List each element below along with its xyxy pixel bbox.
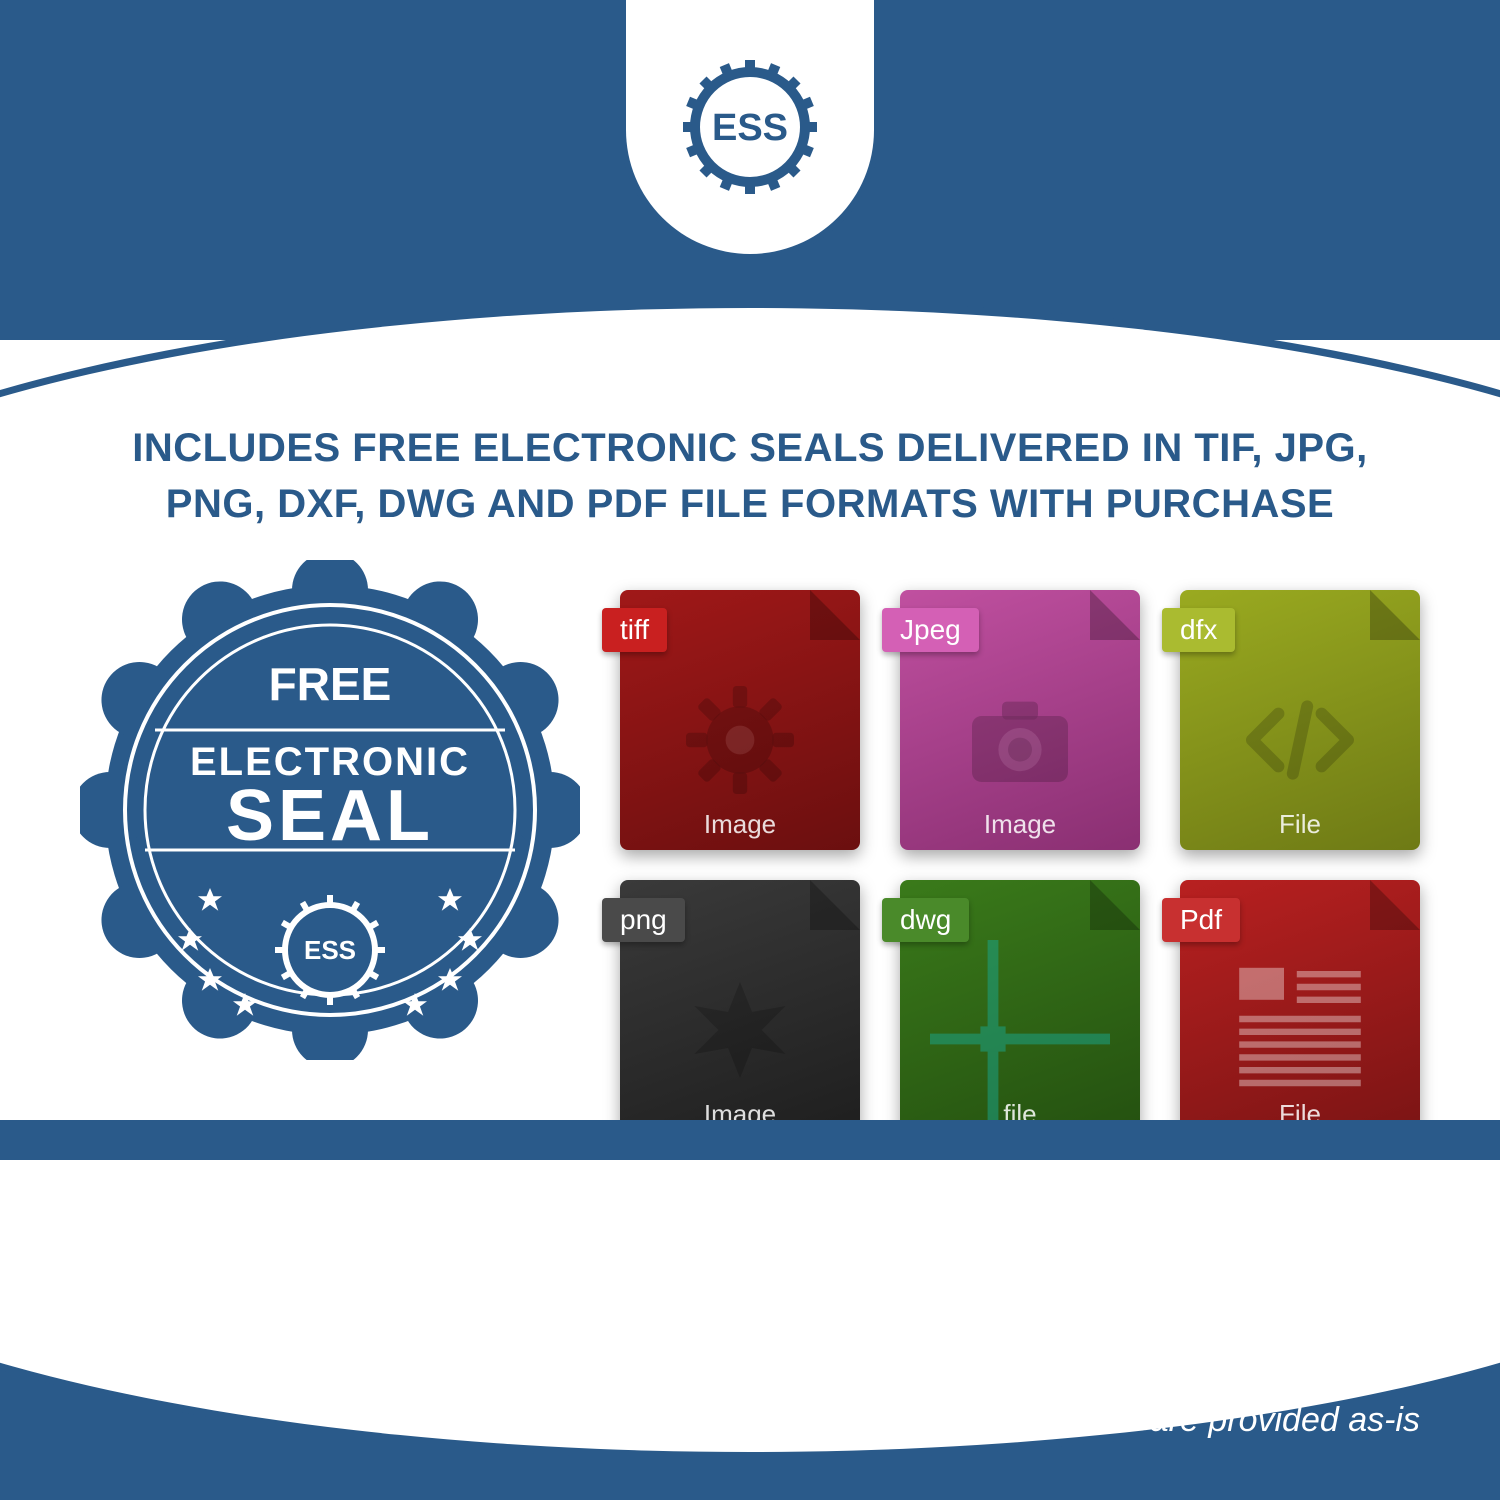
logo-shield: ESS — [620, 0, 880, 260]
document-icon — [1220, 955, 1380, 1115]
file-card-dwg: dwg file — [900, 880, 1140, 1140]
svg-text:ESS: ESS — [304, 935, 356, 965]
file-footer: File — [1180, 809, 1420, 840]
file-card-tiff: tiff Image — [620, 590, 860, 850]
file-fold-icon — [810, 590, 860, 640]
file-footer: Image — [620, 809, 860, 840]
file-card-pdf: Pdf File — [1180, 880, 1420, 1140]
svg-text:FREE: FREE — [269, 658, 392, 710]
headline-text: INCLUDES FREE ELECTRONIC SEALS DELIVERED… — [80, 420, 1420, 532]
disclaimer-text: all files are provided as-is — [1036, 1401, 1420, 1440]
file-card-dfx: dfx File — [1180, 590, 1420, 850]
file-fold-icon — [1370, 590, 1420, 640]
svg-text:SEAL: SEAL — [226, 776, 434, 856]
file-card-jpeg: Jpeg Image — [900, 590, 1140, 850]
camera-icon — [960, 680, 1080, 800]
file-label: Pdf — [1162, 898, 1240, 942]
gear-icon — [680, 680, 800, 800]
file-card-png: png Image — [620, 880, 860, 1140]
grid-icon — [930, 940, 1110, 1120]
svg-text:ESS: ESS — [712, 107, 788, 149]
file-fold-icon — [1370, 880, 1420, 930]
ess-gear-logo: ESS — [675, 52, 825, 202]
file-fold-icon — [1090, 880, 1140, 930]
file-label: png — [602, 898, 685, 942]
starburst-icon — [680, 970, 800, 1090]
code-icon — [1240, 680, 1360, 800]
file-label: dwg — [882, 898, 969, 942]
file-format-grid: tiff Image Jpeg Image — [620, 590, 1440, 1140]
file-footer: Image — [900, 809, 1140, 840]
file-label: tiff — [602, 608, 667, 652]
free-seal-badge: FREE ELECTRONIC SEAL — [80, 560, 580, 1060]
file-fold-icon — [810, 880, 860, 930]
file-label: dfx — [1162, 608, 1235, 652]
file-fold-icon — [1090, 590, 1140, 640]
file-label: Jpeg — [882, 608, 979, 652]
